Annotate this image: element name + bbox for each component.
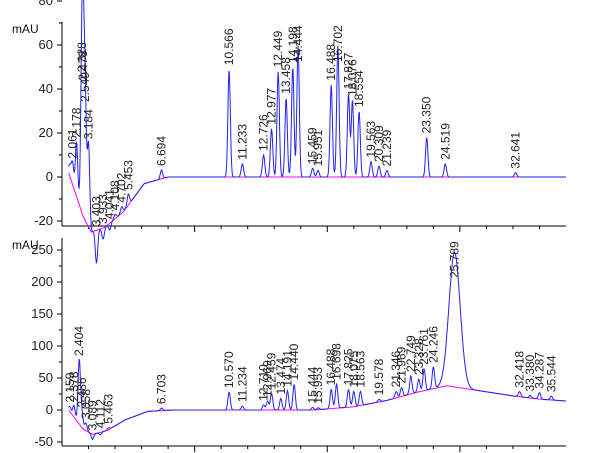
peak-label: 12.726 — [257, 114, 271, 151]
peak-label: 11.234 — [235, 366, 249, 402]
peak-label: 4.702 — [115, 172, 129, 202]
peak-label: 34.287 — [532, 352, 546, 389]
peak-label: 3.933 — [96, 194, 110, 224]
peak-label: 2.328 — [75, 42, 89, 72]
peak-label: 23.350 — [420, 96, 434, 133]
peak-label: 22.749 — [404, 335, 418, 372]
y-tick-label: 60 — [39, 37, 53, 52]
peak-label: 14.191 — [280, 350, 294, 387]
peak-label: 13.458 — [279, 57, 293, 94]
y-unit-label: mAU — [12, 238, 39, 252]
y-tick-label: -50 — [34, 434, 53, 449]
peak-label: 10.570 — [222, 351, 236, 388]
peak-label: 6.694 — [154, 136, 168, 166]
peak-label: 35.544 — [544, 355, 558, 392]
peak-label: 6.703 — [154, 374, 168, 404]
peak-label: 19.563 — [364, 121, 378, 158]
peak-label: 2.549 — [78, 72, 92, 102]
peak-label: 21.969 — [395, 346, 409, 383]
peak-label: 11.233 — [235, 124, 249, 160]
peak-label: 19.578 — [372, 358, 386, 395]
peak-label: 18.563 — [353, 350, 367, 387]
peak-label: 5.463 — [101, 393, 115, 423]
peak-label: 18.076 — [345, 59, 359, 96]
peak-label: 15.444 — [306, 366, 320, 403]
peak-label: 18.075 — [347, 350, 361, 387]
peak-label: 2.061 — [66, 128, 80, 158]
peak-label: 25.789 — [448, 241, 462, 278]
peak-label: 24.246 — [426, 326, 440, 363]
peak-label: 4.041 — [103, 189, 117, 219]
peak-label: 2.159 — [63, 372, 77, 402]
peak-label: 2.378 — [67, 371, 81, 401]
peak-label: 5.453 — [121, 160, 135, 190]
peak-label: 14.444 — [291, 25, 305, 62]
peak-label: 13.474 — [274, 357, 288, 394]
y-tick-label: 150 — [31, 306, 53, 321]
y-tick-label: -20 — [34, 213, 53, 228]
peak-label: 24.519 — [438, 123, 452, 160]
peak-label: 23.761 — [417, 328, 431, 365]
peak-label: 23.328 — [412, 338, 426, 375]
peak-label: 21.239 — [380, 129, 394, 166]
peak-label: 3.058 — [79, 389, 93, 419]
peak-label: 2.178 — [70, 107, 84, 137]
y-unit-label: mAU — [12, 22, 39, 36]
peak-label: 16.488 — [324, 44, 338, 81]
y-tick-label: 250 — [31, 242, 53, 257]
y-tick-label: 200 — [31, 274, 53, 289]
y-tick-label: 0 — [46, 402, 53, 417]
y-tick-label: 80 — [39, 0, 53, 8]
y-tick-label: 0 — [46, 169, 53, 184]
peak-label: 20.309 — [372, 125, 386, 162]
y-tick-label: 40 — [39, 81, 53, 96]
peak-label: 17.827 — [341, 52, 355, 89]
signal-trace — [68, 251, 566, 441]
peak-label: 12.449 — [271, 30, 285, 67]
peak-label: 4.112 — [93, 399, 107, 428]
peak-label: 32.418 — [513, 351, 527, 388]
peak-label: 2.404 — [72, 326, 86, 356]
peak-label: 12.969 — [261, 360, 275, 397]
peak-label: 3.089 — [86, 400, 100, 430]
peak-label: 15.951 — [311, 129, 325, 166]
peak-label: 12.459 — [265, 352, 279, 389]
peak-label: 10.566 — [222, 28, 236, 65]
peak-label: 2.486 — [75, 377, 89, 407]
peak-label: 21.346 — [389, 350, 403, 387]
peak-label: 3.403 — [89, 196, 103, 226]
peak-label: 15.459 — [306, 127, 320, 164]
peak-label: 33.380 — [523, 354, 537, 391]
y-tick-label: 50 — [39, 370, 53, 385]
peak-label: 12.710 — [257, 364, 271, 401]
peak-label: 14.440 — [287, 343, 301, 380]
peak-label: 3.184 — [82, 109, 96, 139]
peak-label: 12.977 — [265, 88, 279, 125]
peak-label: 17.825 — [341, 348, 355, 385]
y-tick-label: 20 — [39, 125, 53, 140]
peak-label: 14.198 — [286, 26, 300, 63]
peak-label: 18.554 — [352, 70, 366, 107]
signal-trace — [68, 0, 566, 265]
peak-label: 2.478 — [76, 50, 90, 80]
peak-label: 16.702 — [331, 25, 345, 62]
peak-label: 32.641 — [509, 132, 523, 169]
peak-label: 16.698 — [330, 343, 344, 380]
y-tick-label: 100 — [31, 338, 53, 353]
baseline-trace — [68, 172, 566, 233]
peak-label: 16.488 — [324, 348, 338, 385]
peak-label: 4.108 — [108, 180, 122, 210]
peak-label: 15.953 — [311, 367, 325, 404]
